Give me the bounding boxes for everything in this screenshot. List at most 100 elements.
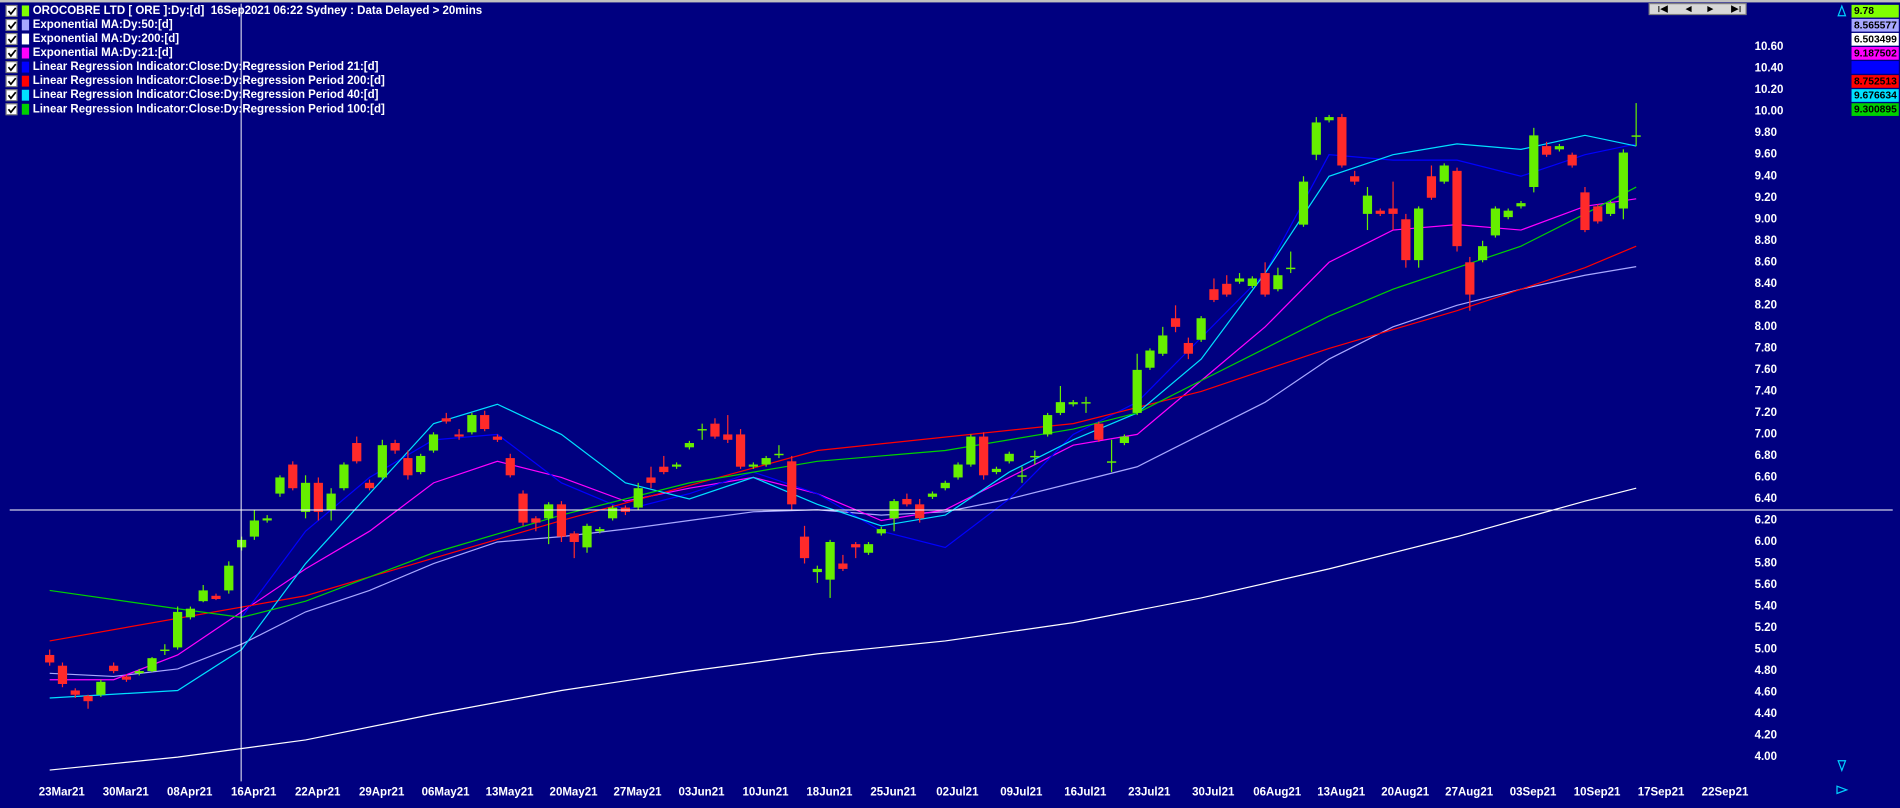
y-tick-label: 7.40 — [1755, 385, 1777, 397]
y-tick-label: 6.00 — [1755, 536, 1777, 548]
candle-body — [1401, 219, 1411, 261]
candle-body — [761, 458, 771, 465]
value-box-label: 9.187502 — [1854, 48, 1897, 59]
candle-body — [851, 544, 861, 548]
y-tick-label: 4.60 — [1755, 687, 1777, 699]
candle-body — [1350, 176, 1360, 182]
x-tick-label: 03Jun21 — [678, 786, 725, 798]
y-tick-label: 8.00 — [1755, 321, 1777, 333]
axes: 4.00 4.20 4.40 4.60 4.80 5.00 5.20 5.40 5.60 5.80… — [39, 41, 1784, 798]
candle-body — [684, 443, 694, 448]
y-tick-label: 6.20 — [1755, 515, 1777, 527]
scroll-up-icon[interactable] — [1837, 4, 1847, 17]
value-box — [1851, 47, 1899, 60]
candle-body — [697, 429, 707, 431]
x-tick-label: 25Jun21 — [870, 786, 917, 798]
y-tick-label: 4.00 — [1755, 751, 1777, 763]
last-value-boxes: 9.78 8.565577 6.503499 9.187502 8.752513 9.67… — [1851, 4, 1899, 116]
checkbox[interactable] — [5, 4, 18, 17]
scroll-down-icon[interactable] — [1837, 760, 1847, 773]
nav-buttons — [1648, 3, 1747, 16]
candle-body — [352, 443, 362, 462]
value-box-label: 9.676634 — [1854, 91, 1897, 102]
checkmark — [7, 21, 17, 30]
candle-body — [428, 434, 439, 451]
legend-swatch — [21, 19, 30, 31]
candle-body — [1234, 278, 1245, 282]
candle-body — [96, 681, 106, 695]
y-tick-label: 8.60 — [1755, 256, 1777, 268]
candle-body — [1503, 210, 1513, 218]
y-tick-label: 10.20 — [1755, 84, 1784, 96]
nav-next[interactable] — [1707, 6, 1714, 13]
candle-body — [1554, 146, 1564, 150]
legend-label: Linear Regression Indicator:Close:Dy:Reg… — [33, 89, 379, 101]
x-tick-label: 02Jul21 — [936, 786, 979, 798]
candle-body — [1260, 273, 1270, 295]
checkmark — [7, 77, 17, 86]
checkbox[interactable] — [5, 89, 18, 102]
x-tick-label: 22Sep21 — [1702, 786, 1749, 798]
legend-swatch — [21, 61, 30, 73]
candle-body — [1286, 267, 1296, 270]
x-tick-label: 30Mar21 — [103, 786, 150, 798]
checkbox[interactable] — [5, 61, 18, 74]
candle-body — [109, 665, 119, 672]
checkbox[interactable] — [5, 47, 18, 60]
candle-body — [1324, 117, 1334, 121]
candle-body — [774, 453, 784, 456]
nav-first[interactable] — [1658, 5, 1668, 13]
nav-prev[interactable] — [1685, 6, 1692, 13]
x-tick-label: 23Mar21 — [39, 786, 86, 798]
value-box — [1851, 103, 1899, 116]
y-tick-label: 10.00 — [1755, 106, 1784, 118]
value-box — [1851, 75, 1899, 88]
x-tick-label: 27Aug21 — [1445, 786, 1494, 798]
overlay-line — [49, 134, 1637, 699]
x-tick-label: 20May21 — [550, 786, 599, 798]
checkmark — [7, 105, 17, 114]
x-tick-label: 27May21 — [614, 786, 663, 798]
candle-body — [198, 590, 208, 602]
y-tick-label: 8.20 — [1755, 299, 1777, 311]
checkbox[interactable] — [5, 18, 18, 32]
candle-body — [1605, 203, 1616, 214]
value-box — [1851, 61, 1899, 74]
legend-label: Linear Regression Indicator:Close:Dy:Reg… — [33, 61, 379, 73]
value-box — [1851, 4, 1899, 18]
candle-body — [518, 493, 528, 523]
checkbox[interactable] — [5, 103, 18, 116]
checkbox[interactable] — [5, 75, 18, 88]
candle-body — [748, 464, 758, 467]
y-tick-label: 7.60 — [1755, 364, 1777, 376]
candle-body — [377, 445, 387, 478]
x-tick-label: 06Aug21 — [1253, 786, 1302, 798]
candle-body — [1337, 117, 1347, 166]
candle-body — [1618, 152, 1628, 209]
scroll-right-icon[interactable] — [1836, 785, 1849, 795]
y-tick-label: 6.80 — [1755, 450, 1777, 462]
x-tick-label: 16Apr21 — [231, 786, 277, 798]
candle-body — [173, 611, 183, 648]
legend-swatch — [21, 33, 30, 45]
plot-area — [45, 103, 1641, 771]
checkbox[interactable] — [5, 32, 18, 46]
candle-body — [275, 477, 285, 494]
x-tick-label: 10Jun21 — [742, 786, 789, 798]
candle-body — [544, 504, 554, 519]
candle-body — [582, 525, 592, 548]
candle-body — [249, 520, 259, 537]
candle-body — [1452, 170, 1462, 247]
nav-last[interactable] — [1731, 5, 1741, 13]
candle-body — [1580, 192, 1590, 231]
candle-body — [1119, 436, 1129, 444]
value-box-label: 9.300895 — [1854, 105, 1897, 116]
y-tick-label: 5.40 — [1755, 601, 1777, 613]
x-tick-label: 06May21 — [422, 786, 471, 798]
checkmark — [7, 7, 17, 16]
candle-body — [1516, 203, 1526, 207]
top-border — [0, 0, 1900, 3]
y-tick-label: 10.40 — [1755, 63, 1784, 75]
y-tick-label: 5.20 — [1755, 622, 1777, 634]
y-tick-label: 7.80 — [1755, 342, 1777, 354]
